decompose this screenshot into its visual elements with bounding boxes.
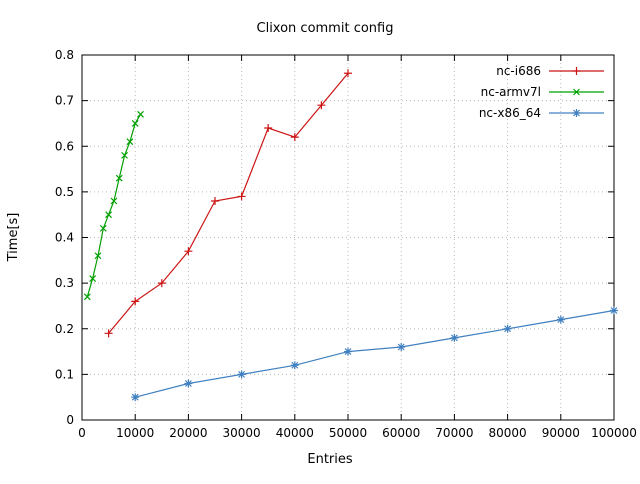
series-line: [86, 113, 142, 297]
x-tick-labels: 0 10000 20000 30000 40000 50000 60000 70000 8000…: [78, 426, 637, 440]
svg-text:60000: 60000: [382, 426, 420, 440]
legend-item-nc-x86_64: nc-x86_64: [479, 106, 604, 120]
svg-text:20000: 20000: [169, 426, 207, 440]
legend-item-nc-armv7l: nc-armv7l: [481, 85, 604, 99]
legend-marker-sample: [573, 88, 580, 96]
series-nc-x86_64: [131, 306, 618, 402]
svg-text:0.8: 0.8: [55, 48, 74, 62]
legend-marker-sample: [572, 109, 581, 117]
series-line: [135, 309, 615, 398]
svg-text:80000: 80000: [489, 426, 527, 440]
svg-text:100000: 100000: [591, 426, 637, 440]
series-markers: [83, 110, 144, 301]
y-axis-label: Time[s]: [6, 213, 21, 263]
svg-text:0.7: 0.7: [55, 94, 74, 108]
legend-label: nc-i686: [496, 64, 541, 78]
svg-text:90000: 90000: [542, 426, 580, 440]
x-axis-label: Entries: [307, 452, 353, 467]
svg-text:70000: 70000: [435, 426, 473, 440]
axis-tick-marks: [81, 54, 615, 421]
series-nc-armv7l: [83, 110, 144, 301]
series-markers: [104, 69, 352, 338]
series-line: [108, 72, 349, 334]
legend-label: nc-x86_64: [479, 106, 541, 120]
svg-text:0.5: 0.5: [55, 185, 74, 199]
svg-text:0.1: 0.1: [55, 367, 74, 381]
svg-text:0.6: 0.6: [55, 139, 74, 153]
svg-text:10000: 10000: [116, 426, 154, 440]
svg-text:0.2: 0.2: [55, 322, 74, 336]
legend-item-nc-i686: nc-i686: [496, 64, 604, 78]
legend-marker-sample: [572, 67, 581, 75]
plot-dynamic-layer: 0 10000 20000 30000 40000 50000 60000 70000 8000…: [55, 48, 637, 440]
series-markers: [131, 306, 618, 402]
svg-text:0.4: 0.4: [55, 231, 74, 245]
svg-text:30000: 30000: [223, 426, 261, 440]
y-tick-labels: 0 0.1 0.2 0.3 0.4 0.5 0.6 0.7 0.8: [55, 48, 74, 427]
chart-title: Clixon commit config: [257, 21, 394, 36]
svg-text:0.3: 0.3: [55, 276, 74, 290]
series-nc-i686: [104, 69, 352, 338]
legend-label: nc-armv7l: [481, 85, 541, 99]
svg-text:0: 0: [78, 426, 86, 440]
svg-text:0: 0: [66, 413, 74, 427]
svg-text:40000: 40000: [276, 426, 314, 440]
svg-text:50000: 50000: [329, 426, 367, 440]
